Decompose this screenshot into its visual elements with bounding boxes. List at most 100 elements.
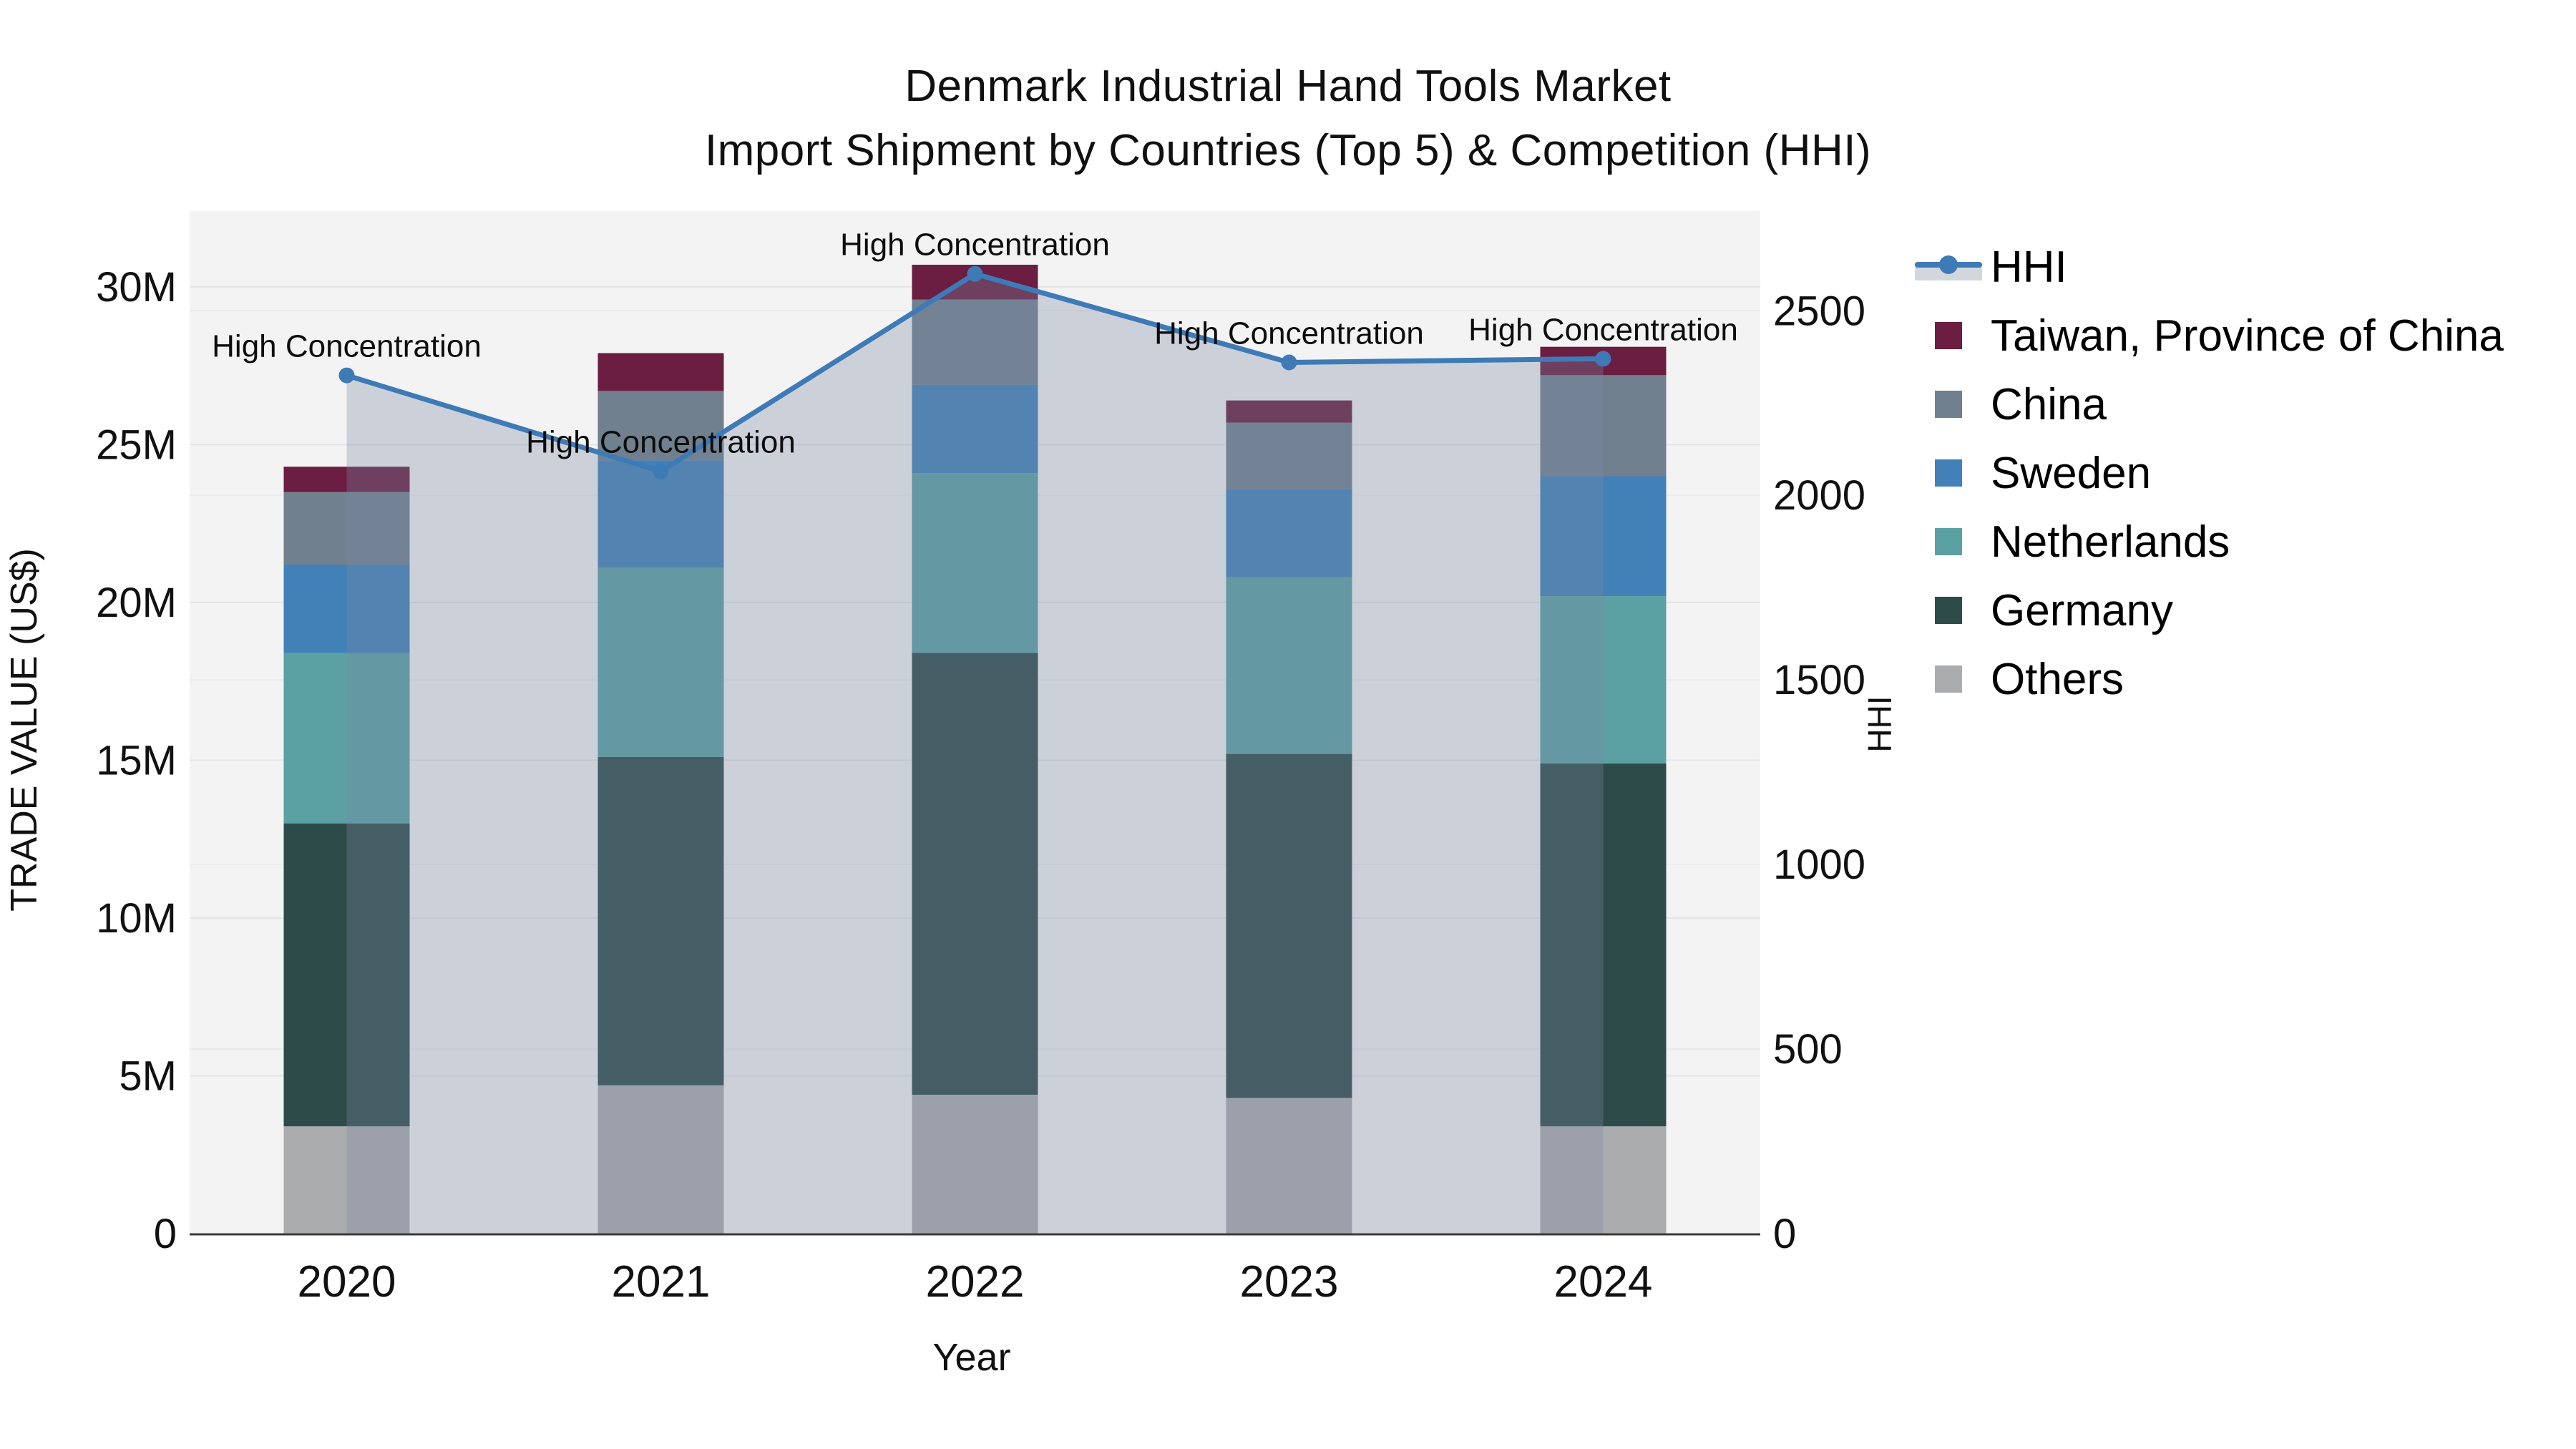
hhi-marker-2023 <box>1281 354 1297 371</box>
legend-item-germany: Germany <box>1915 585 2504 635</box>
x-tick-labels: 2020 2021 2022 2023 2024 <box>298 1257 1653 1307</box>
bar-2024 <box>1540 346 1667 1234</box>
legend-item-netherlands: Netherlands <box>1915 517 2504 567</box>
x-axis-title: Year <box>932 1336 1011 1379</box>
bar-2023 <box>1226 400 1352 1234</box>
stacked-bars <box>283 264 1667 1234</box>
bar-segment-2023-china <box>1226 422 1352 489</box>
legend-swatch-sweden <box>1935 459 1962 487</box>
legend-label-sweden: Sweden <box>1991 448 2152 498</box>
annotation-high-concentration-2022: High Concentration <box>840 228 1110 263</box>
bar-segment-2021-china <box>597 391 724 461</box>
legend-swatch-germany <box>1935 597 1962 624</box>
bar-segment-2023-netherlands <box>1226 577 1352 754</box>
legend-item-china: China <box>1915 379 2504 429</box>
legend-label-hhi: HHI <box>1991 242 2067 292</box>
bar-segment-2020-netherlands <box>283 653 410 824</box>
bar-segment-2021-taiwan-province-of-china <box>597 353 724 391</box>
bar-segment-2020-others <box>283 1126 410 1234</box>
y-left-tick-25M: 25M <box>96 421 177 468</box>
x-tick-2021: 2021 <box>612 1257 711 1307</box>
bar-segment-2020-sweden <box>283 564 410 653</box>
y-right-tick-1500: 1500 <box>1773 657 1865 703</box>
x-tick-2022: 2022 <box>926 1257 1025 1307</box>
annotation-high-concentration-2020: High Concentration <box>212 329 482 364</box>
annotation-high-concentration-2023: High Concentration <box>1154 316 1424 351</box>
annotation-high-concentration-2021: High Concentration <box>526 425 796 460</box>
x-tick-2023: 2023 <box>1240 1257 1339 1307</box>
hhi-line-sample-icon <box>1915 244 1982 290</box>
bar-segment-2020-china <box>283 492 410 565</box>
legend-swatch-icon <box>1915 450 1982 496</box>
y-right-tick-2500: 2500 <box>1773 288 1865 334</box>
chart-title-line2: Import Shipment by Countries (Top 5) & C… <box>704 126 1872 175</box>
bar-segment-2022-china <box>912 299 1038 385</box>
legend-item-sweden: Sweden <box>1915 448 2504 498</box>
legend-swatch-icon <box>1915 587 1982 633</box>
y-left-tick-15M: 15M <box>96 737 177 784</box>
bar-segment-2021-germany <box>597 757 724 1085</box>
legend-swatch-netherlands <box>1935 528 1962 555</box>
bar-segment-2022-germany <box>912 653 1038 1095</box>
y-left-tick-10M: 10M <box>96 895 177 942</box>
legend-swatch-icon <box>1915 381 1982 427</box>
bar-segment-2022-netherlands <box>912 473 1038 653</box>
legend-item-hhi: HHI <box>1915 242 2504 292</box>
bar-segment-2024-germany <box>1540 763 1667 1127</box>
legend-swatch-taiwan-province-of-china <box>1935 322 1962 349</box>
hhi-marker-2024 <box>1595 351 1611 367</box>
annotations: High Concentration High Concentration High… <box>212 228 1738 460</box>
legend-label-taiwan-province-of-china: Taiwan, Province of China <box>1991 311 2504 361</box>
y-right-tick-500: 500 <box>1773 1026 1843 1073</box>
bar-segment-2023-others <box>1226 1098 1352 1234</box>
y-axis-right-title: HHI <box>1861 696 1898 753</box>
x-tick-2020: 2020 <box>298 1257 396 1307</box>
y-right-tick-labels: 0 500 1000 1500 2000 2500 <box>1773 288 1865 1257</box>
legend-label-others: Others <box>1991 654 2124 704</box>
y-left-tick-0: 0 <box>154 1211 177 1257</box>
bar-segment-2023-germany <box>1226 753 1352 1098</box>
y-right-tick-1000: 1000 <box>1773 841 1865 888</box>
hhi-markers <box>338 265 1611 479</box>
bar-2021 <box>597 353 724 1234</box>
legend-item-others: Others <box>1915 654 2504 704</box>
bar-segment-2023-taiwan-province-of-china <box>1226 400 1352 423</box>
chart-title-line1: Denmark Industrial Hand Tools Market <box>904 62 1672 111</box>
bar-segment-2022-sweden <box>912 384 1038 474</box>
bar-segment-2024-netherlands <box>1540 596 1667 763</box>
chart-title: Denmark Industrial Hand Tools Market Imp… <box>0 54 2576 183</box>
bar-segment-2023-sweden <box>1226 489 1352 577</box>
y-left-tick-labels: 0 5M 10M 15M 20M 25M 30M <box>96 264 177 1257</box>
bar-2020 <box>283 467 410 1234</box>
bar-segment-2024-sweden <box>1540 476 1667 597</box>
bar-segment-2020-germany <box>283 823 410 1127</box>
bar-segment-2024-others <box>1540 1126 1667 1234</box>
y-left-tick-30M: 30M <box>96 264 177 311</box>
legend-swatch-icon <box>1915 313 1982 358</box>
hhi-marker-2021 <box>653 463 669 479</box>
bar-segment-2021-netherlands <box>597 567 724 758</box>
bar-segment-2021-others <box>597 1085 724 1234</box>
legend-swatch-china <box>1935 391 1962 418</box>
y-left-tick-20M: 20M <box>96 580 177 626</box>
y-left-tick-5M: 5M <box>119 1053 177 1099</box>
y-right-tick-2000: 2000 <box>1773 472 1865 519</box>
legend-item-taiwan-province-of-china: Taiwan, Province of China <box>1915 311 2504 361</box>
legend-swatch-others <box>1935 665 1962 693</box>
bar-2022 <box>912 264 1038 1234</box>
legend-label-germany: Germany <box>1991 585 2173 635</box>
bar-segment-2020-taiwan-province-of-china <box>283 467 410 492</box>
hhi-marker-2022 <box>967 265 983 282</box>
hhi-area-fill <box>346 273 1604 1234</box>
annotation-high-concentration-2024: High Concentration <box>1468 312 1738 347</box>
legend-swatch-icon <box>1915 656 1982 702</box>
legend-swatch-icon <box>1915 519 1982 565</box>
x-tick-2024: 2024 <box>1554 1257 1653 1307</box>
legend: HHI Taiwan, Province of China China Sweden N… <box>1915 242 2504 704</box>
bar-segment-2024-china <box>1540 375 1667 477</box>
bar-segment-2022-others <box>912 1094 1038 1234</box>
legend-label-china: China <box>1991 379 2107 429</box>
hhi-marker-2020 <box>338 367 355 384</box>
